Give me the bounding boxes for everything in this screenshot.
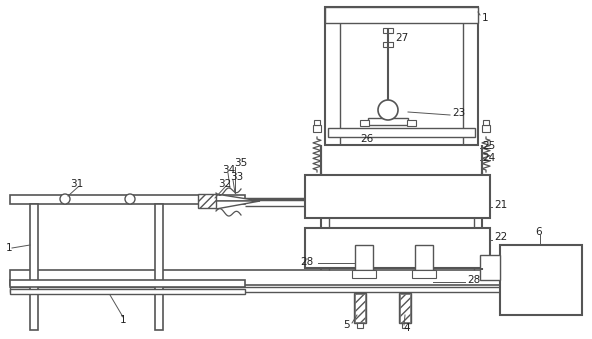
Bar (30, 204, 38, 330)
Circle shape (378, 100, 398, 120)
Bar (305, 228, 490, 268)
Text: 33: 33 (230, 172, 243, 182)
Text: 21: 21 (494, 200, 507, 210)
Bar (328, 128, 475, 137)
Text: 1: 1 (482, 13, 488, 23)
Text: 27: 27 (395, 33, 408, 43)
Text: 28: 28 (300, 257, 313, 267)
Bar (325, 7, 478, 145)
Bar (383, 42, 393, 47)
Text: 24: 24 (482, 153, 496, 163)
Bar (198, 194, 216, 208)
Bar (360, 120, 369, 126)
Bar (400, 294, 410, 322)
Text: 22: 22 (494, 232, 507, 242)
Bar (10, 287, 510, 292)
Text: 35: 35 (234, 158, 247, 168)
Bar (357, 323, 363, 328)
Circle shape (60, 194, 70, 204)
Bar (354, 293, 366, 323)
Bar (305, 175, 490, 218)
Bar (412, 270, 436, 278)
Bar (352, 270, 376, 278)
Bar (500, 245, 582, 315)
Text: 4: 4 (403, 323, 410, 333)
Text: 1: 1 (120, 315, 127, 325)
Bar (355, 294, 365, 322)
Polygon shape (216, 201, 260, 209)
Text: 28: 28 (467, 275, 480, 285)
Circle shape (125, 194, 135, 204)
Bar (407, 120, 416, 126)
Bar (313, 125, 321, 132)
Text: 1: 1 (6, 243, 12, 253)
Bar (314, 120, 320, 125)
Polygon shape (216, 194, 260, 201)
Text: 6: 6 (535, 227, 542, 237)
Bar (10, 280, 245, 287)
Bar (383, 28, 393, 33)
Bar (10, 195, 245, 204)
Text: 5: 5 (343, 320, 350, 330)
Bar (155, 204, 163, 330)
Bar (402, 323, 408, 328)
Bar (415, 245, 433, 270)
Text: 34: 34 (222, 165, 235, 175)
Text: 23: 23 (452, 108, 465, 118)
Bar (10, 270, 510, 285)
Text: 31: 31 (70, 179, 83, 189)
Bar (355, 245, 373, 270)
Bar (483, 120, 489, 125)
Text: 25: 25 (482, 141, 496, 151)
Bar (482, 125, 490, 132)
Text: 26: 26 (360, 134, 373, 144)
Bar (368, 118, 408, 125)
Bar (325, 7, 478, 23)
Bar (480, 255, 500, 280)
Bar (399, 293, 411, 323)
Text: 32: 32 (218, 179, 231, 189)
Bar (10, 289, 245, 294)
